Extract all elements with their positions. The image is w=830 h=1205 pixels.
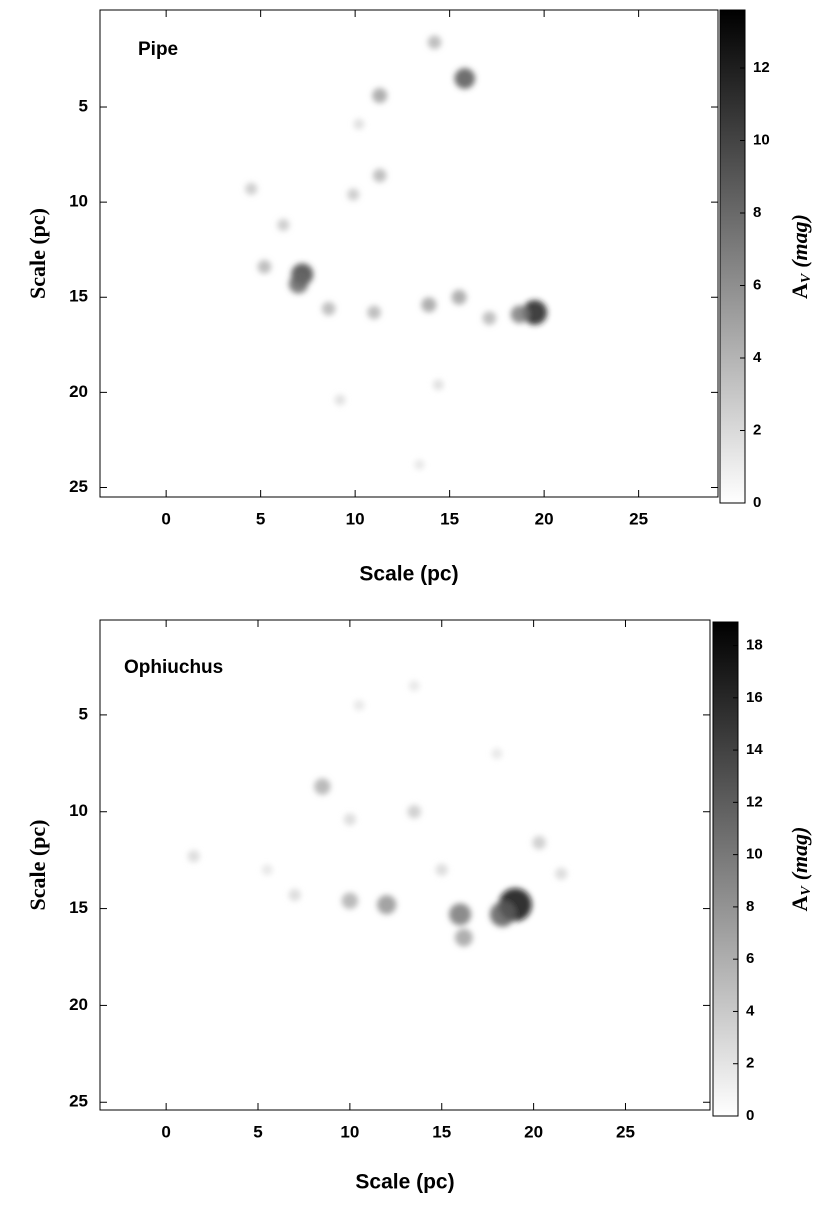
extinction-spot <box>367 305 381 320</box>
colorbar-tick-label: 2 <box>746 1055 754 1072</box>
colorbar-tick-label: 0 <box>746 1107 754 1124</box>
colorbar-tick-label: 10 <box>746 846 763 863</box>
colorbar-tick-label: 12 <box>746 793 763 810</box>
x-tick-label: 20 <box>524 1122 543 1141</box>
x-tick-label: 20 <box>535 509 554 528</box>
x-tick-label: 25 <box>616 1122 635 1141</box>
colorbar-tick-label: 6 <box>746 950 754 967</box>
colorbar-label-sub: V <box>799 272 814 283</box>
extinction-spot <box>377 895 397 915</box>
colorbar-label: AV (mag) <box>787 827 814 912</box>
y-tick-label: 20 <box>69 995 88 1014</box>
extinction-spot <box>347 188 360 201</box>
y-tick-label: 10 <box>69 192 88 211</box>
extinction-spot <box>532 835 546 850</box>
extinction-spot <box>341 892 359 910</box>
heatmap-image <box>187 680 568 947</box>
colorbar-label-unit: (mag) <box>787 214 812 268</box>
extinction-spot <box>288 888 301 902</box>
y-tick-label: 20 <box>69 382 88 401</box>
extinction-spot <box>288 274 309 294</box>
extinction-spot <box>187 850 200 863</box>
extinction-spot <box>454 68 476 89</box>
x-tick-label: 15 <box>432 1122 451 1141</box>
x-tick-label: 10 <box>346 509 365 528</box>
extinction-spot <box>245 182 258 195</box>
colorbar-label-sub: V <box>799 885 814 896</box>
colorbar-label-unit: (mag) <box>787 827 812 881</box>
extinction-spot <box>261 864 273 876</box>
extinction-spot <box>427 35 442 50</box>
y-tick-label: 15 <box>69 287 88 306</box>
x-axis-label: Scale (pc) <box>355 1171 454 1194</box>
extinction-spot <box>321 301 336 316</box>
extinction-spot <box>555 867 568 880</box>
colorbar-tick-label: 8 <box>746 898 754 915</box>
colorbar-tick-label: 8 <box>753 204 761 221</box>
extinction-spot <box>414 459 425 470</box>
y-tick-label: 25 <box>69 477 88 496</box>
y-axis-label: Scale (pc) <box>25 819 50 910</box>
extinction-spot <box>407 804 421 819</box>
extinction-spot <box>334 394 346 406</box>
extinction-spot <box>372 168 387 183</box>
colorbar-tick-label: 2 <box>753 421 761 438</box>
colorbar-tick-label: 18 <box>746 636 763 653</box>
x-tick-label: 25 <box>629 509 648 528</box>
x-tick-label: 0 <box>161 509 170 528</box>
y-tick-label: 10 <box>69 801 88 820</box>
extinction-spot <box>522 300 548 325</box>
y-tick-label: 5 <box>79 97 88 116</box>
colorbar-tick-label: 12 <box>753 59 770 76</box>
extinction-spot <box>277 218 290 232</box>
extinction-spot <box>421 297 437 313</box>
x-tick-label: 5 <box>253 1122 262 1141</box>
colorbar <box>712 621 739 1117</box>
extinction-spot <box>510 305 529 324</box>
extinction-spot <box>257 260 272 274</box>
extinction-spot <box>343 813 356 826</box>
x-tick-label: 5 <box>256 509 265 528</box>
extinction-spot <box>449 903 472 926</box>
extinction-spot <box>489 901 515 927</box>
extinction-spot <box>372 88 388 104</box>
extinction-spot <box>451 289 467 305</box>
x-tick-label: 15 <box>440 509 459 528</box>
heatmap-image <box>245 35 548 470</box>
colorbar-tick-label: 10 <box>753 131 770 148</box>
colorbar-label: AV (mag) <box>787 214 814 299</box>
annotation: Pipe <box>138 39 178 60</box>
extinction-spot <box>454 928 473 947</box>
y-tick-label: 15 <box>69 898 88 917</box>
extinction-spot <box>408 680 420 692</box>
x-axis-label: Scale (pc) <box>359 563 458 586</box>
y-tick-label: 25 <box>69 1092 88 1111</box>
x-tick-label: 10 <box>340 1122 359 1141</box>
extinction-spot <box>314 778 331 795</box>
x-tick-label: 0 <box>161 1122 170 1141</box>
colorbar-tick-label: 16 <box>746 689 763 706</box>
extinction-spot <box>435 863 448 876</box>
extinction-spot <box>432 379 444 391</box>
colorbar-tick-label: 0 <box>753 494 761 511</box>
colorbar-tick-label: 6 <box>753 276 761 293</box>
colorbar <box>719 9 746 504</box>
y-tick-label: 5 <box>79 704 88 723</box>
colorbar-tick-label: 4 <box>753 349 762 366</box>
plot-frame <box>99 9 719 498</box>
plot-frame <box>99 619 711 1111</box>
extinction-spot <box>353 699 365 711</box>
extinction-spot <box>491 748 503 760</box>
colorbar-tick-label: 14 <box>746 741 763 758</box>
colorbar-tick-label: 4 <box>746 1002 755 1019</box>
colorbar-label-main: A <box>787 896 812 912</box>
y-axis-label: Scale (pc) <box>25 208 50 299</box>
annotation: Ophiuchus <box>124 657 223 678</box>
extinction-spot <box>482 311 497 325</box>
colorbar-label-main: A <box>787 283 812 299</box>
extinction-spot <box>353 118 365 130</box>
